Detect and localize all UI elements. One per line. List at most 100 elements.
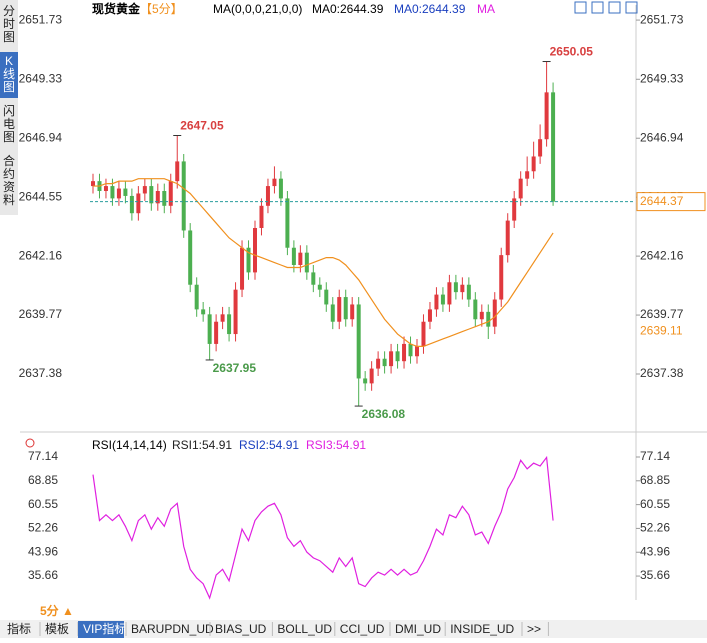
candle-body xyxy=(427,309,432,322)
toolbar-tab[interactable]: BARUPDN_UD xyxy=(131,622,214,636)
y-tick-label: 43.96 xyxy=(28,544,58,558)
candle-body xyxy=(440,294,445,305)
legend-entry: RSI1:54.91 xyxy=(172,438,232,452)
candle-body xyxy=(175,161,180,182)
toolbar-tab[interactable]: >> xyxy=(527,622,541,636)
candle-body xyxy=(155,191,160,204)
toolbar xyxy=(0,620,707,638)
extreme-label: 2636.08 xyxy=(362,407,406,421)
ma-line xyxy=(93,178,554,347)
sidebar-tab[interactable]: 约 xyxy=(3,166,15,181)
y-tick-label: 35.66 xyxy=(28,568,58,582)
sidebar-tab[interactable]: 电 xyxy=(3,117,15,131)
sidebar-tab[interactable]: 时 xyxy=(3,17,15,31)
y-tick-label: 77.14 xyxy=(640,449,670,463)
window-icons[interactable] xyxy=(574,1,638,14)
toolbar-tab-active xyxy=(78,621,124,638)
y-tick-label: 2646.94 xyxy=(19,130,63,144)
candle-body xyxy=(382,358,387,367)
last-price-label: 2644.37 xyxy=(640,194,684,208)
toolbar-tab[interactable]: CCI_UD xyxy=(340,622,385,636)
candle-body xyxy=(343,297,348,320)
candle-body xyxy=(298,252,303,265)
candle-body xyxy=(201,309,206,315)
candle-body xyxy=(376,358,381,369)
sidebar-tab[interactable]: 合 xyxy=(3,153,15,168)
candle-body xyxy=(402,343,407,362)
toolbar-tab[interactable]: BOLL_UD xyxy=(277,622,332,636)
candle-body xyxy=(317,284,322,290)
candle-body xyxy=(311,272,316,285)
candle-body xyxy=(551,92,556,202)
sidebar-tab[interactable]: 分 xyxy=(3,4,15,18)
candle-body xyxy=(149,186,154,204)
candle-body xyxy=(207,314,212,344)
candle-body xyxy=(188,230,193,285)
candle-body xyxy=(91,181,95,187)
sidebar-tab-active xyxy=(0,52,18,98)
sidebar-tab[interactable]: 图 xyxy=(3,30,15,44)
sidebar-tab[interactable]: 闪 xyxy=(3,104,15,118)
toolbar-tab[interactable]: VIP指标 xyxy=(83,621,126,636)
y-tick-label: 2649.33 xyxy=(640,71,684,85)
y-tick-label: 68.85 xyxy=(28,473,58,487)
candle-body xyxy=(123,188,128,196)
candle-body xyxy=(499,255,504,300)
legend-entry: RSI2:54.91 xyxy=(239,438,299,452)
y-tick-label: 52.26 xyxy=(640,521,670,535)
period-switch[interactable]: 5分 ▲ xyxy=(40,603,74,618)
y-tick-label: 2646.94 xyxy=(640,130,684,144)
candle-body xyxy=(492,299,497,327)
sidebar-tab[interactable]: 图 xyxy=(3,130,15,144)
y-tick-label: 68.85 xyxy=(640,473,670,487)
candle-body xyxy=(240,247,245,290)
extreme-label: 2650.05 xyxy=(550,45,594,59)
ma-params: MA(0,0,0,21,0,0) xyxy=(213,2,302,16)
last-price-box xyxy=(636,192,706,212)
candle-body xyxy=(181,161,186,231)
candle-body xyxy=(272,178,277,187)
sidebar-tab[interactable]: K xyxy=(5,54,13,68)
ma-value: MA0:2644.39 xyxy=(312,2,384,16)
candle-body xyxy=(531,156,536,172)
candle-body xyxy=(227,314,232,335)
candle-body xyxy=(214,321,219,344)
candle-body xyxy=(233,289,238,335)
y-tick-label: 43.96 xyxy=(640,544,670,558)
toolbar-tab[interactable]: 指标 xyxy=(7,621,31,636)
toolbar-tab[interactable]: DMI_UD xyxy=(395,622,441,636)
candle-body xyxy=(350,304,355,320)
candle-body xyxy=(194,284,199,310)
toolbar-tab[interactable]: INSIDE_UD xyxy=(450,622,514,636)
sidebar-tab[interactable]: 资 xyxy=(3,180,15,194)
toolbar-tab[interactable]: 模板 xyxy=(45,622,69,636)
candle-body xyxy=(265,186,270,206)
candle-body xyxy=(453,282,458,293)
candle-body xyxy=(512,198,517,221)
candle-body xyxy=(220,314,225,322)
sidebar-tab[interactable]: 线 xyxy=(3,67,15,81)
candle-body xyxy=(103,186,108,192)
y-tick-label: 2651.73 xyxy=(19,12,63,26)
sidebar-tab[interactable]: 料 xyxy=(3,193,15,207)
candle-body xyxy=(505,220,510,256)
y-tick-label: 52.26 xyxy=(28,521,58,535)
legend-entry: RSI3:54.91 xyxy=(306,438,366,452)
title: 现货黄金 xyxy=(92,1,141,16)
settings-icon[interactable] xyxy=(25,438,35,448)
candle-body xyxy=(110,186,115,199)
y-tick-label: 35.66 xyxy=(640,568,670,582)
y-tick-label: 2639.77 xyxy=(19,307,63,321)
candle-body xyxy=(525,171,530,179)
candle-body xyxy=(421,321,426,347)
sidebar-tab[interactable]: 图 xyxy=(3,80,15,94)
y-tick-label: 2642.16 xyxy=(19,248,63,262)
extreme-label: 2637.95 xyxy=(213,361,257,375)
candle-body xyxy=(518,178,523,199)
candle-body xyxy=(473,299,478,320)
toolbar-tab[interactable]: BIAS_UD xyxy=(215,622,267,636)
candle-body xyxy=(408,343,413,357)
y-tick-label: 2637.38 xyxy=(640,366,684,380)
candle-body xyxy=(259,205,264,229)
